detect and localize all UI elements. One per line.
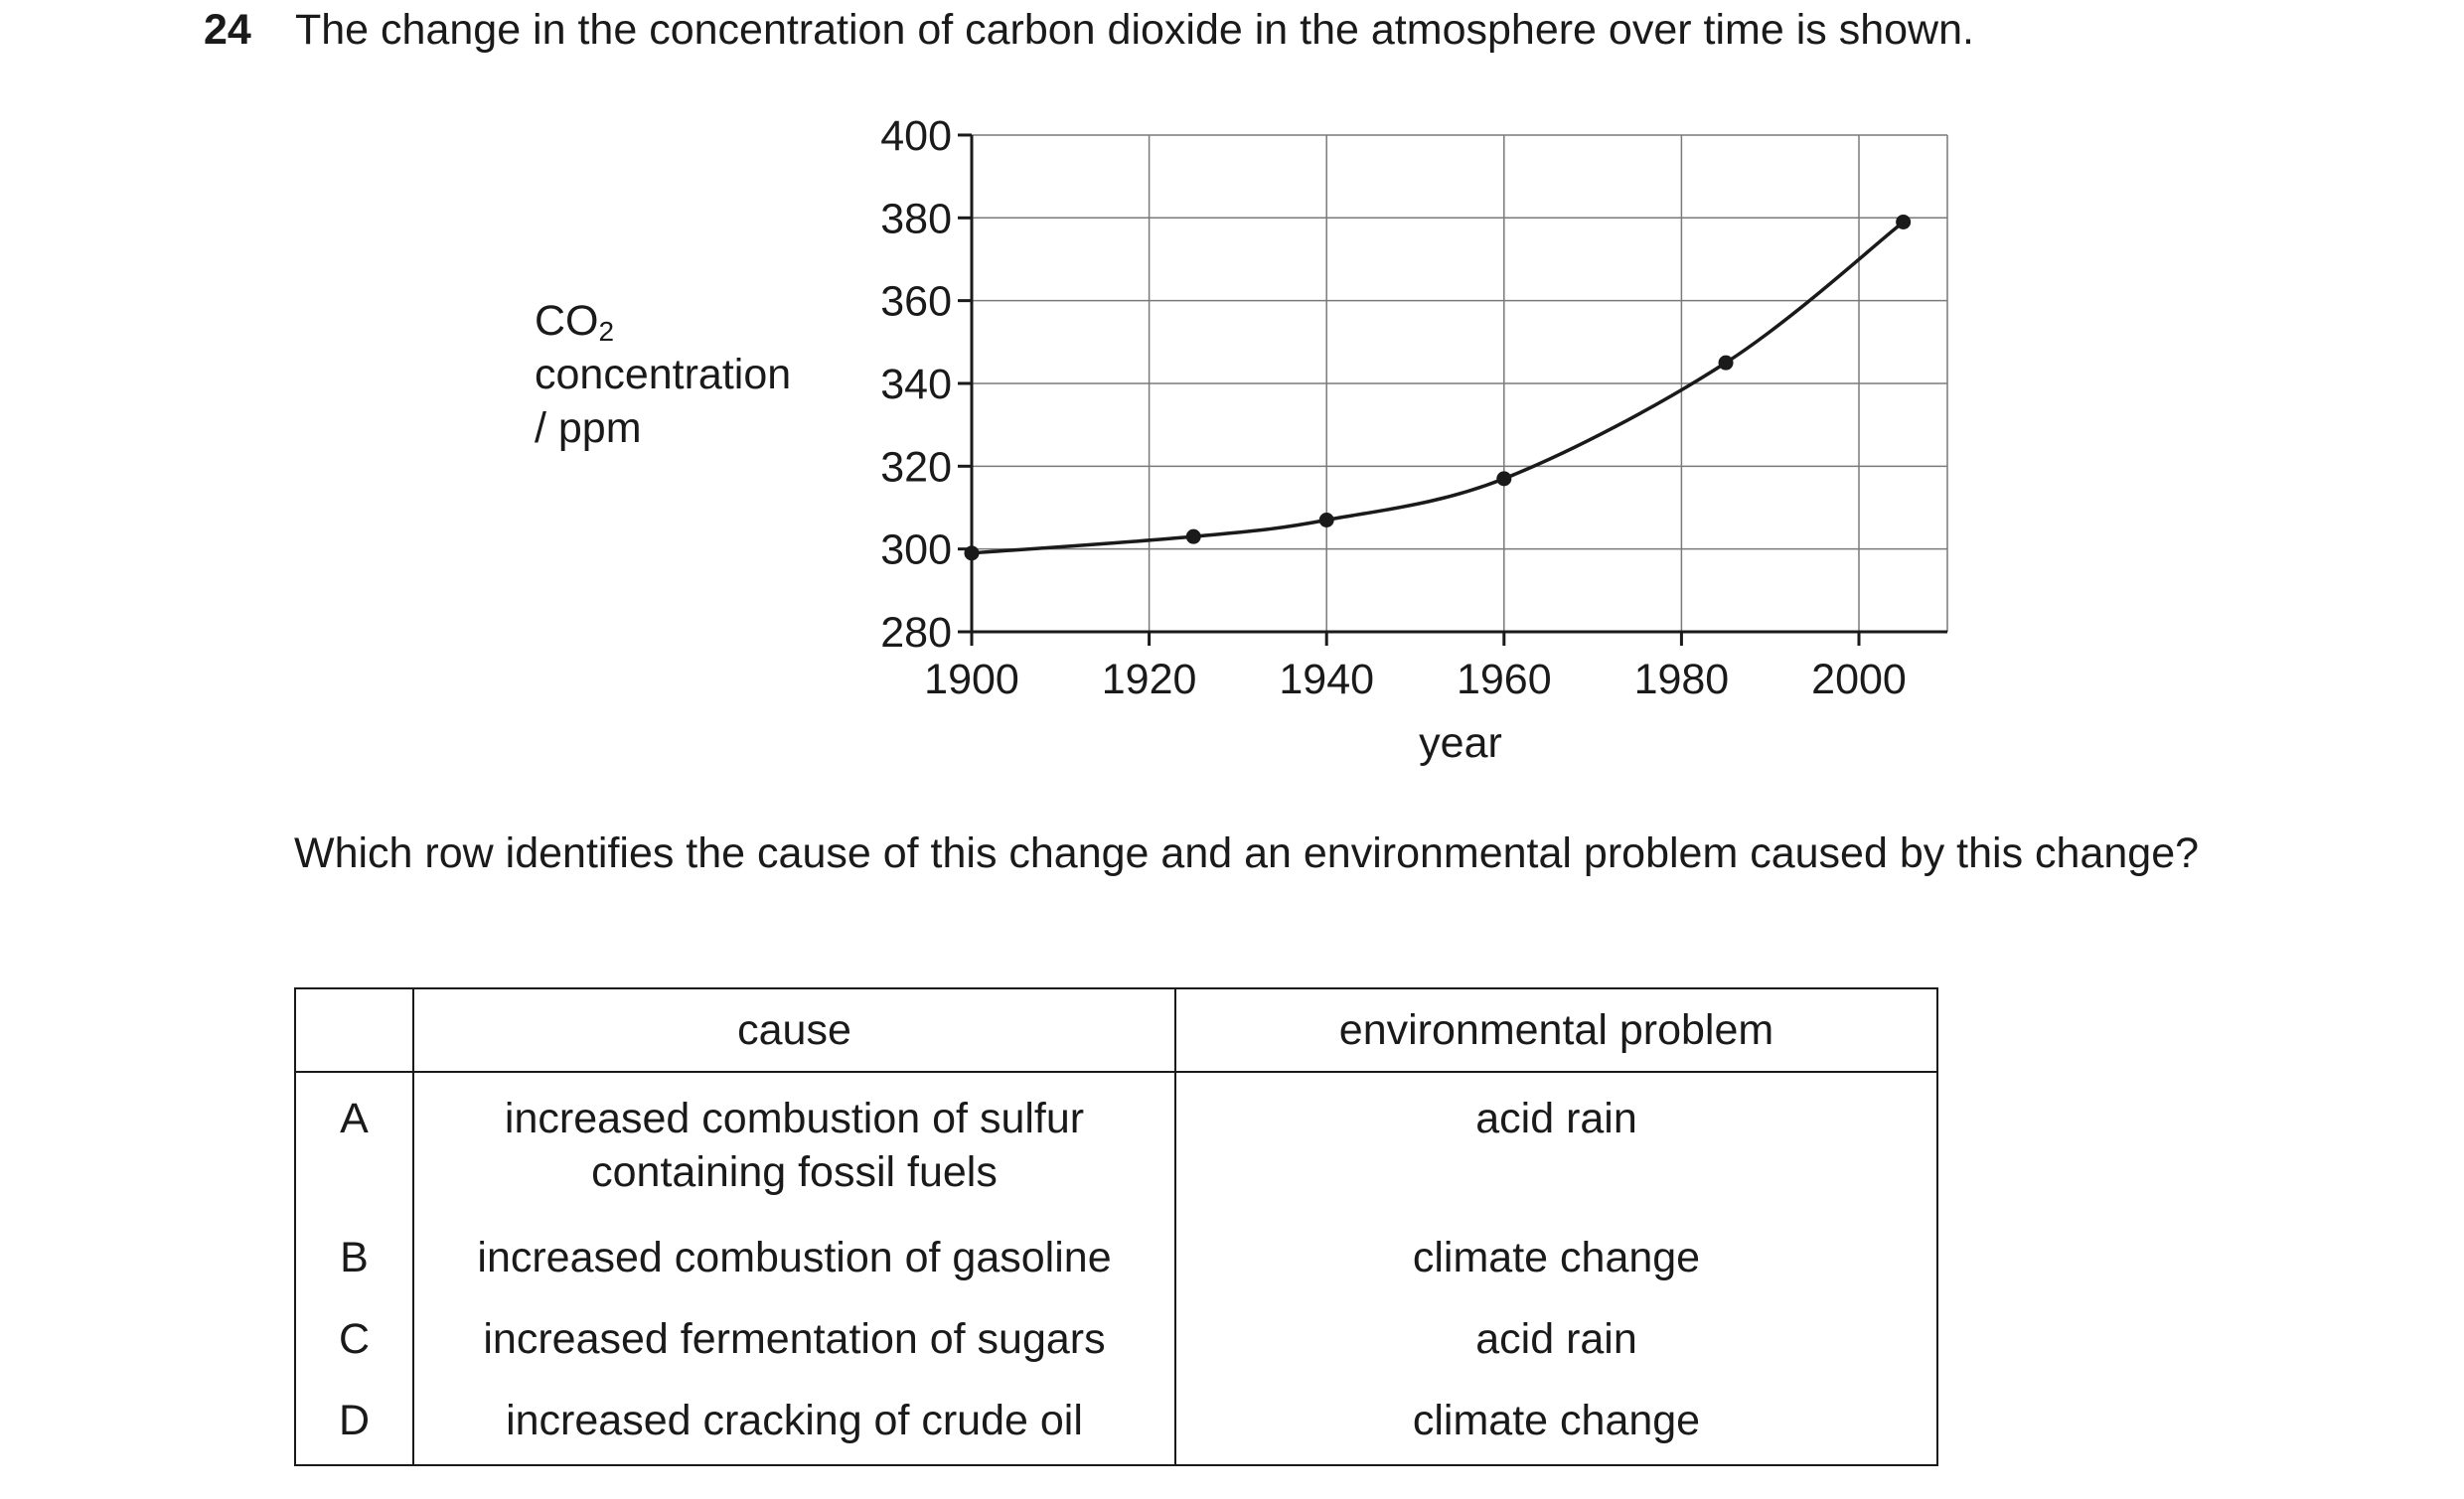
header-problem: environmental problem: [1174, 987, 1938, 1073]
option-letter-c: C: [294, 1284, 414, 1366]
data-point: [1185, 528, 1201, 544]
table-row[interactable]: B increased combustion of gasoline clima…: [294, 1213, 1938, 1284]
problem-cell: climate change: [1174, 1366, 1938, 1466]
x-tick-label: 2000: [1811, 656, 1907, 703]
cause-cell: increased fermentation of sugars: [412, 1284, 1176, 1366]
header-blank: [294, 987, 414, 1073]
y-axis-label-subscript: 2: [598, 316, 615, 347]
y-tick-label: 320: [880, 443, 952, 491]
question-header: 24 The change in the concentration of car…: [204, 2, 1974, 58]
y-axis-label-concentration: concentration: [535, 351, 792, 398]
y-tick-label: 400: [880, 112, 952, 160]
y-tick-label: 360: [880, 278, 952, 326]
x-axis-label: year: [1419, 719, 1502, 767]
cause-text: increased combustion of sulfur: [504, 1095, 1085, 1142]
data-point: [1318, 512, 1334, 527]
answer-table: cause environmental problem A increased …: [294, 987, 1938, 1466]
question-number: 24: [204, 6, 251, 54]
y-tick-label: 280: [880, 609, 952, 657]
x-tick-label: 1940: [1279, 656, 1374, 703]
y-axis-label: CO2 concentration / ppm: [535, 294, 791, 455]
header-cause: cause: [412, 987, 1176, 1073]
series-line: [971, 221, 1905, 555]
table-row[interactable]: A increased combustion of sulfur containi…: [294, 1072, 1938, 1213]
cause-cell: increased combustion of sulfur containing…: [412, 1072, 1176, 1213]
y-tick-label: 380: [880, 195, 952, 242]
problem-cell: acid rain: [1174, 1284, 1938, 1366]
x-tick-label: 1920: [1102, 656, 1197, 703]
data-point: [964, 545, 980, 561]
y-tick-label: 340: [880, 361, 952, 408]
problem-cell: acid rain: [1174, 1072, 1938, 1213]
y-axis-label-co: CO: [535, 297, 599, 345]
x-tick-label: 1960: [1457, 656, 1552, 703]
chart-svg: year 280 300 320 340 360 380 400 1900 1920 1940 19…: [880, 112, 1948, 767]
question-stem: The change in the concentration of carbo…: [295, 6, 1974, 54]
cause-cell: increased cracking of crude oil: [412, 1366, 1176, 1466]
y-axis-label-unit: / ppm: [535, 404, 642, 452]
option-letter-b: B: [294, 1213, 414, 1284]
cause-text-continued: containing fossil fuels: [591, 1148, 998, 1196]
option-letter-d: D: [294, 1366, 414, 1466]
problem-cell: climate change: [1174, 1213, 1938, 1284]
data-point: [1896, 214, 1912, 229]
x-tick-label: 1980: [1634, 656, 1730, 703]
cause-cell: increased combustion of gasoline: [412, 1213, 1176, 1284]
co2-chart: CO2 concentration / ppm year 280 300 320 34…: [535, 112, 1948, 767]
data-point: [1718, 355, 1734, 371]
x-tick-label: 1900: [924, 656, 1019, 703]
table-row[interactable]: D increased cracking of crude oil climat…: [294, 1366, 1938, 1466]
question-prompt: Which row identifies the cause of this c…: [294, 829, 2200, 877]
table-header-row: cause environmental problem: [294, 987, 1938, 1073]
y-tick-label: 300: [880, 526, 952, 574]
option-letter-a: A: [294, 1072, 414, 1213]
data-point: [1496, 471, 1512, 487]
table-row[interactable]: C increased fermentation of sugars acid …: [294, 1284, 1938, 1366]
